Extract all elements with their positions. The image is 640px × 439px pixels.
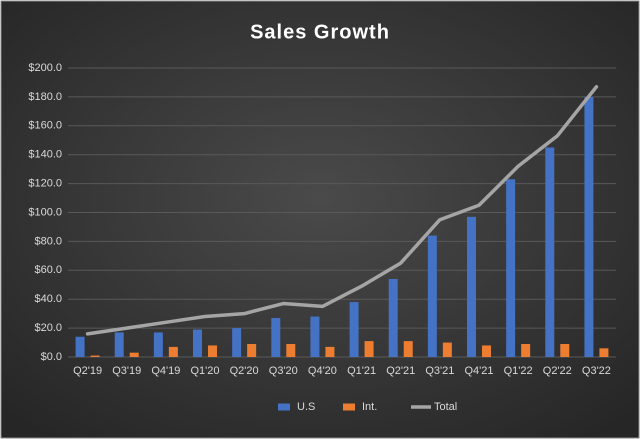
legend-swatch xyxy=(278,403,290,411)
bar xyxy=(521,343,531,357)
bar xyxy=(427,235,437,357)
x-tick-label: Q2'21 xyxy=(386,365,415,377)
legend-swatch xyxy=(343,403,355,411)
y-tick-label: $40.0 xyxy=(34,293,62,305)
bar xyxy=(114,332,124,357)
bar xyxy=(403,341,413,357)
y-tick-label: $0.0 xyxy=(41,351,62,363)
bar xyxy=(388,278,398,357)
x-tick-label: Q1'21 xyxy=(347,365,376,377)
bar xyxy=(271,317,281,357)
bar xyxy=(193,329,202,357)
y-tick-label: $140.0 xyxy=(28,149,62,161)
y-tick-label: $80.0 xyxy=(34,235,62,247)
bar xyxy=(129,352,139,357)
bar xyxy=(364,341,374,357)
x-tick-label: Q2'22 xyxy=(543,365,572,377)
y-tick-label: $20.0 xyxy=(34,322,62,334)
x-tick-label: Q2'19 xyxy=(73,365,102,377)
y-tick-label: $60.0 xyxy=(34,264,62,276)
bar xyxy=(442,342,452,357)
bar xyxy=(90,355,100,357)
y-tick-label: $200.0 xyxy=(28,62,62,74)
y-tick-label: $160.0 xyxy=(28,120,62,132)
x-tick-label: Q4'21 xyxy=(464,365,493,377)
bar xyxy=(325,346,335,357)
bar xyxy=(75,336,85,357)
bar xyxy=(482,345,491,357)
bar xyxy=(545,147,555,357)
legend-label: Int. xyxy=(362,401,377,413)
x-tick-label: Q3'19 xyxy=(112,365,141,377)
bar xyxy=(153,332,163,357)
bar xyxy=(467,216,476,357)
legend-label: Total xyxy=(434,401,457,413)
x-tick-label: Q4'19 xyxy=(151,365,180,377)
bar xyxy=(208,345,217,357)
x-tick-label: Q3'22 xyxy=(582,365,611,377)
x-tick-label: Q3'21 xyxy=(425,365,454,377)
y-tick-label: $120.0 xyxy=(28,178,62,190)
bar xyxy=(247,343,257,357)
bar xyxy=(560,343,570,357)
x-tick-label: Q4'20 xyxy=(308,365,337,377)
line xyxy=(85,85,599,336)
y-tick-label: $100.0 xyxy=(28,206,62,218)
y-tick-label: $180.0 xyxy=(28,91,62,103)
bar xyxy=(349,302,359,357)
bar xyxy=(232,328,242,357)
x-tick-label: Q1'20 xyxy=(190,365,219,377)
bar xyxy=(506,179,516,357)
bar xyxy=(599,348,609,357)
x-tick-label: Q2'20 xyxy=(230,365,259,377)
bar xyxy=(310,316,320,357)
bar xyxy=(168,346,178,357)
x-tick-label: Q3'20 xyxy=(269,365,298,377)
bar xyxy=(286,343,296,357)
bar xyxy=(584,96,594,358)
chart-title: Sales Growth xyxy=(250,21,390,43)
legend-label: U.S xyxy=(297,401,315,413)
x-tick-label: Q1'22 xyxy=(504,365,533,377)
